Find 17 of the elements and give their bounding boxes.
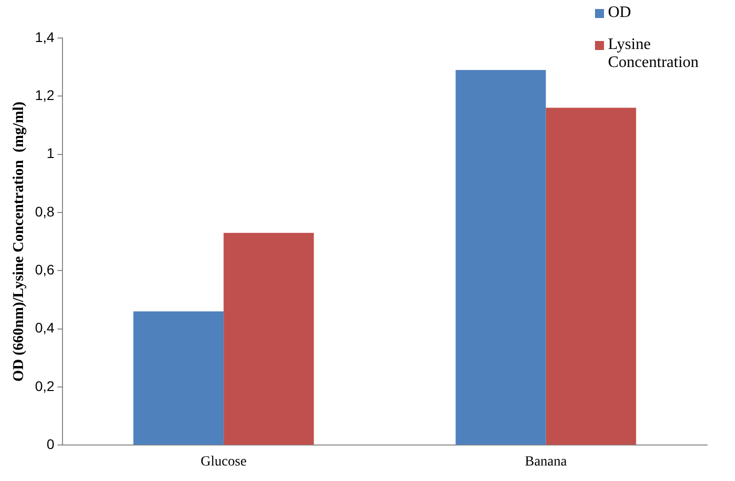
y-tick-label: 1 [46,145,55,162]
bar [133,311,224,445]
legend-label: Lysine Concentration [608,36,700,72]
x-tick-label: Glucose [200,454,247,470]
y-tick-label: 1,2 [34,87,55,104]
y-axis-title: OD (660nm)/Lysine Concentration (mg/ml) [10,102,27,382]
y-tick-label: 0,4 [34,320,55,336]
y-tick-label: 0,8 [34,203,55,220]
y-tick-label: 0,6 [34,262,55,278]
y-tick-label: 0 [46,436,55,452]
x-tick-label: Banana [524,454,568,470]
y-tick-label: 1,4 [34,28,55,45]
legend-label: OD [608,4,632,22]
bar [224,232,314,445]
y-tick-label: 0,2 [34,378,55,394]
bar [546,108,636,445]
bar [456,70,546,445]
